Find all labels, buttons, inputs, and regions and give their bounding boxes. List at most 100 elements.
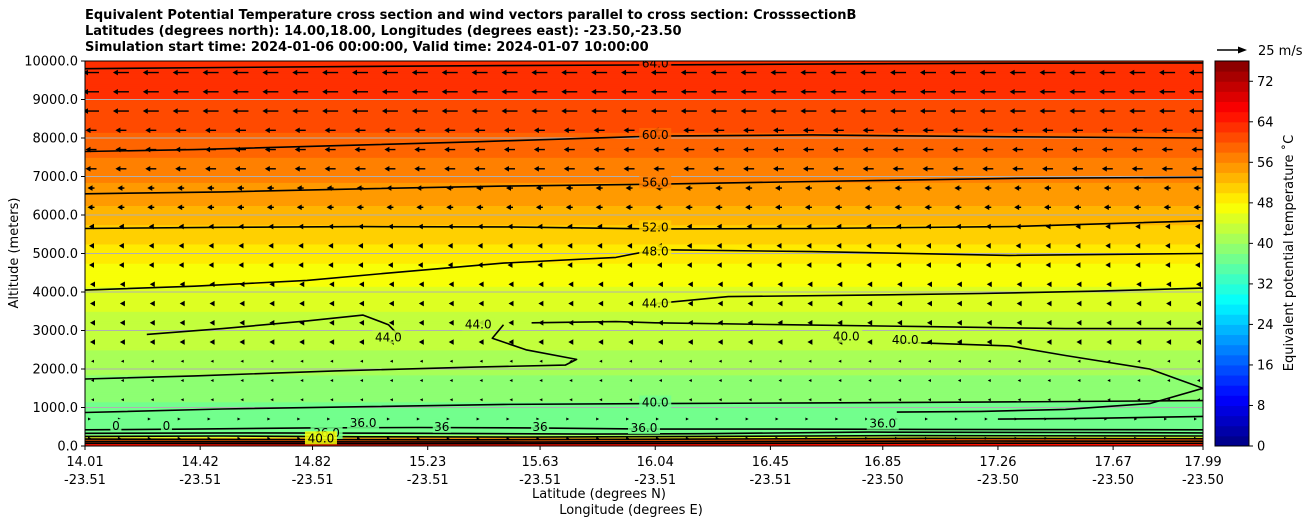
colorbar-band — [1215, 131, 1249, 143]
theta-e-band — [85, 265, 1203, 268]
wind-arrow-head — [717, 320, 723, 326]
colorbar-tick-label: 72 — [1257, 75, 1274, 90]
wind-arrow-head — [1015, 243, 1021, 249]
wind-arrow-head — [956, 339, 962, 345]
x-tick-label-lat: 17.99 — [1184, 455, 1221, 470]
wind-arrow-head — [1014, 185, 1020, 191]
wind-arrow-head — [414, 127, 420, 134]
wind-arrow-head — [209, 320, 215, 326]
wind-arrow — [1137, 379, 1141, 383]
wind-arrow-head — [687, 339, 693, 345]
wind-arrow-head — [388, 300, 394, 307]
wind-arrow-head — [294, 166, 300, 172]
wind-arrow-head — [832, 127, 838, 134]
wind-arrow-head — [1196, 320, 1201, 326]
wind-arrow-head — [1012, 146, 1018, 153]
theta-e-band — [85, 317, 1203, 320]
wind-arrow-head — [359, 339, 365, 345]
theta-e-band — [85, 95, 1203, 99]
theta-e-band — [85, 326, 1203, 330]
wind-arrow-head — [922, 127, 928, 134]
wind-arrow-head — [804, 185, 810, 191]
wind-arrow-head — [627, 243, 633, 249]
wind-arrow-head — [444, 166, 450, 172]
wind-arrow-head — [1196, 339, 1201, 345]
wind-arrow-head — [713, 127, 719, 134]
wind-arrow — [987, 398, 991, 402]
wind-arrow — [479, 398, 483, 402]
quiver-key-arrow-head — [1238, 46, 1247, 54]
theta-e-band — [85, 342, 1203, 345]
x-tick-label-lon: -23.50 — [862, 473, 904, 488]
wind-arrow-head — [115, 127, 121, 134]
wind-arrow-head — [561, 89, 567, 95]
wind-arrow-head — [806, 243, 812, 249]
wind-arrow-head — [598, 281, 604, 288]
wind-arrow-head — [474, 166, 480, 172]
theta-e-band — [85, 309, 1203, 312]
wind-arrow — [688, 359, 692, 363]
wind-arrow-head — [1133, 204, 1139, 211]
wind-arrow-head — [800, 108, 806, 114]
wind-arrow-head — [358, 223, 364, 230]
wind-arrow-head — [655, 204, 661, 211]
wind-arrow-head — [568, 339, 574, 345]
wind-arrow-head — [685, 185, 691, 191]
wind-arrow-head — [804, 204, 810, 211]
wind-arrow-head — [538, 339, 544, 345]
wind-arrow — [1197, 359, 1200, 363]
wind-arrow — [300, 359, 304, 363]
theta-e-band — [85, 99, 1203, 103]
theta-e-band — [85, 89, 1203, 93]
wind-arrow-head — [982, 146, 988, 153]
wind-arrow — [1047, 359, 1051, 363]
wind-arrow-head — [925, 262, 931, 268]
theta-e-band — [85, 164, 1203, 168]
wind-arrow-head — [268, 223, 274, 230]
wind-arrow-head — [354, 127, 360, 134]
wind-arrow-head — [1009, 69, 1015, 76]
wind-arrow-head — [414, 166, 420, 172]
wind-arrow — [1134, 417, 1138, 421]
wind-arrow-head — [147, 204, 153, 211]
wind-arrow-head — [830, 89, 836, 95]
contour-label: 36 — [532, 420, 547, 434]
wind-arrow — [808, 359, 812, 363]
wind-arrow — [210, 398, 214, 402]
wind-arrow-head — [621, 69, 627, 76]
theta-e-band — [85, 124, 1203, 128]
wind-arrow-head — [982, 127, 988, 134]
wind-arrow-head — [986, 339, 992, 345]
wind-arrow-head — [1016, 320, 1022, 326]
wind-arrow-head — [387, 262, 393, 268]
wind-arrow — [509, 359, 513, 363]
y-tick-label: 6000.0 — [33, 209, 79, 224]
theta-e-band — [85, 276, 1203, 280]
wind-arrow-head — [773, 127, 779, 134]
wind-arrow-head — [860, 89, 866, 95]
wind-arrow — [954, 436, 958, 440]
wind-arrow-head — [209, 339, 215, 345]
wind-arrow — [150, 398, 154, 402]
y-tick-label: 8000.0 — [33, 132, 79, 147]
theta-e-band — [85, 282, 1203, 285]
wind-arrow-head — [598, 339, 604, 345]
wind-arrow-head — [830, 69, 836, 76]
colorbar-band — [1215, 71, 1249, 82]
wind-arrow-head — [836, 223, 842, 230]
wind-arrow — [655, 436, 659, 440]
colorbar: 0 8 16 24 32 40 48 56 64 72 — [1214, 60, 1274, 455]
wind-arrow — [569, 398, 573, 402]
theta-e-band — [85, 268, 1203, 272]
wind-arrow-head — [175, 146, 181, 153]
wind-arrow-head — [1189, 69, 1194, 76]
wind-arrow-head — [657, 320, 663, 326]
theta-e-band — [85, 272, 1203, 276]
wind-arrow-head — [234, 146, 240, 153]
wind-arrow-head — [830, 108, 836, 114]
colorbar-band — [1215, 81, 1249, 92]
contour-label: 44.0 — [642, 297, 669, 311]
wind-arrow-head — [148, 223, 154, 230]
wind-arrow — [984, 417, 988, 421]
wind-arrow-head — [508, 300, 514, 307]
